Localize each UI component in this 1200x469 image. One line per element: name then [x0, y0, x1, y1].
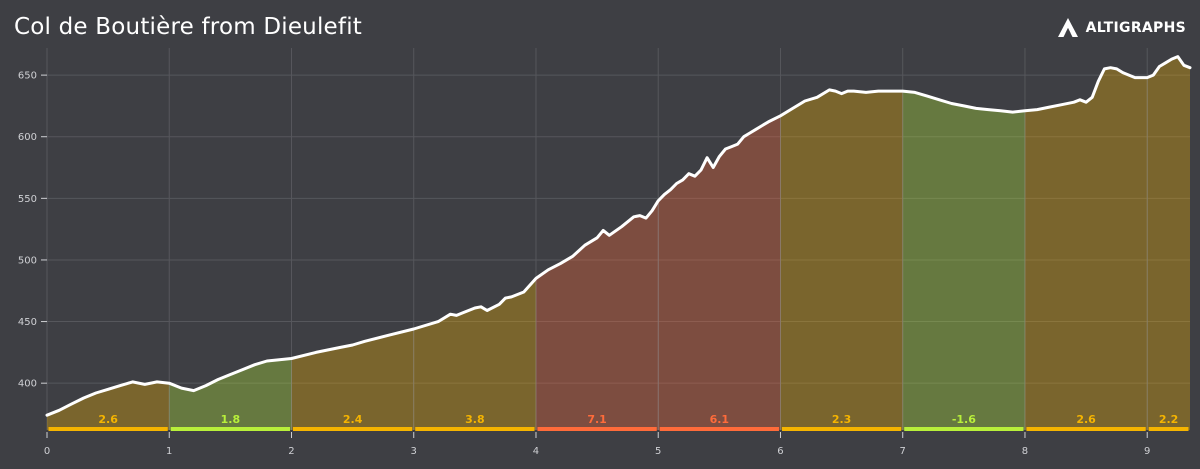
gradient-label-6: 2.3 [832, 413, 852, 426]
gradient-label-3: 3.8 [465, 413, 485, 426]
gradient-label-8: 2.6 [1076, 413, 1096, 426]
gradient-label-2: 2.4 [343, 413, 363, 426]
altigraphs-logo-icon [1057, 18, 1078, 37]
x-tick-label-2: 2 [288, 446, 294, 457]
segment-area-8 [1025, 67, 1148, 430]
gradient-labels: 2.6 1.8 2.4 3.8 7.1 6.1 2.3 -1.6 2.6 2.2 [98, 413, 1178, 426]
gradient-bar-2 [292, 427, 413, 431]
y-tick-label-4: 600 [18, 132, 37, 143]
gradient-label-7: -1.6 [952, 413, 976, 426]
chart-title: Col de Boutière from Dieulefit [14, 14, 363, 40]
y-axis: 400 450 500 550 600 650 [18, 71, 47, 390]
x-tick-label-8: 8 [1022, 446, 1028, 457]
gradient-bar-1 [170, 427, 290, 431]
segment-area-1 [169, 358, 292, 430]
gradient-bar-3 [415, 427, 535, 431]
profile-line-group [45, 55, 1192, 417]
brand-name: ALTIGRAPHS [1085, 20, 1186, 36]
segment-area-3 [413, 278, 536, 430]
gradient-label-0: 2.6 [98, 413, 118, 426]
segment-dividers [168, 77, 1148, 430]
y-tick-label-1: 450 [18, 317, 37, 328]
segment-area-9 [1147, 56, 1190, 430]
brand-logo: ALTIGRAPHS [1057, 17, 1186, 39]
segment-area-0 [47, 381, 170, 430]
x-tick-label-7: 7 [900, 446, 906, 457]
segment-areas [47, 56, 1190, 431]
x-tick-label-3: 3 [411, 446, 417, 457]
segment-area-2 [291, 329, 414, 430]
y-tick-label-3: 550 [18, 194, 37, 205]
gradient-bar-9 [1148, 427, 1189, 431]
gradient-bar-6 [781, 427, 902, 431]
x-tick-label-0: 0 [44, 446, 50, 457]
x-tick-label-1: 1 [166, 446, 172, 457]
gradient-label-9: 2.2 [1159, 413, 1179, 426]
gradient-bar-4 [537, 427, 657, 431]
segment-area-6 [780, 89, 903, 431]
y-tick-label-0: 400 [18, 379, 37, 390]
y-tick-label-5: 650 [18, 71, 37, 82]
segment-area-5 [658, 115, 781, 431]
y-tick-label-2: 500 [18, 255, 37, 266]
x-tick-label-9: 9 [1144, 446, 1150, 457]
x-tick-label-4: 4 [533, 446, 539, 457]
gradient-bars [48, 427, 1189, 431]
gradient-bar-7 [904, 427, 1024, 431]
gradient-label-1: 1.8 [221, 413, 241, 426]
segment-area-4 [536, 200, 659, 430]
gradient-bar-8 [1026, 427, 1146, 431]
gradient-label-5: 6.1 [710, 413, 730, 426]
x-axis: 0 1 2 3 4 5 6 7 8 9 [44, 432, 1150, 457]
gradient-label-4: 7.1 [587, 413, 607, 426]
profile-line [45, 55, 1192, 417]
gradient-bar-5 [659, 427, 779, 431]
x-tick-label-5: 5 [655, 446, 661, 457]
gradient-bar-0 [48, 427, 168, 431]
segment-area-7 [902, 91, 1025, 430]
x-tick-label-6: 6 [777, 446, 783, 457]
